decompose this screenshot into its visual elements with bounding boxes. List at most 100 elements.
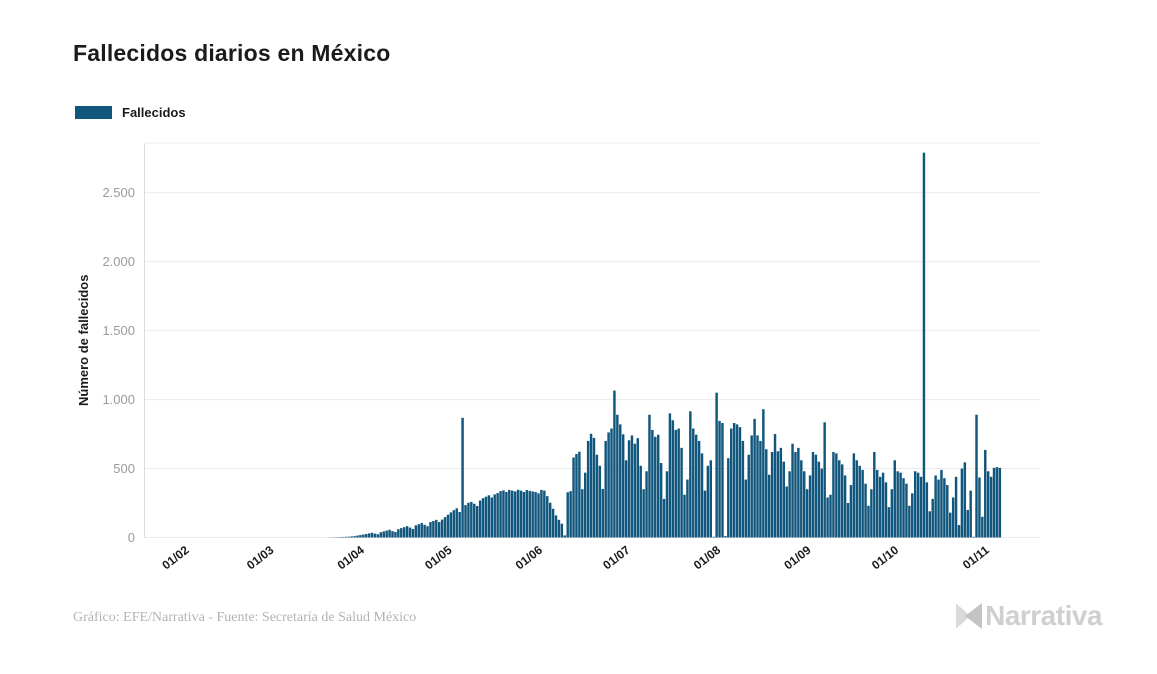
bar	[566, 492, 569, 538]
bar	[402, 527, 406, 538]
bar	[481, 498, 485, 538]
bar	[578, 451, 581, 538]
bar	[639, 465, 642, 538]
bar	[867, 505, 870, 538]
svg-text:0: 0	[128, 530, 135, 545]
bar	[505, 491, 508, 538]
bar	[405, 526, 409, 538]
bar	[686, 479, 689, 538]
bar	[683, 494, 686, 538]
bar	[817, 461, 821, 538]
bar	[645, 471, 648, 538]
bar	[803, 471, 806, 538]
bar	[665, 471, 669, 538]
bar	[513, 491, 517, 538]
bar	[616, 414, 619, 538]
bar	[426, 526, 429, 538]
svg-text:01/05: 01/05	[422, 543, 455, 573]
bar	[852, 453, 856, 538]
narrativa-logo-text: Narrativa	[985, 600, 1102, 631]
bar	[855, 460, 859, 538]
bar	[838, 460, 841, 538]
bar	[826, 497, 829, 538]
bar	[420, 523, 423, 538]
bar	[925, 482, 929, 538]
bar	[943, 478, 946, 538]
bar	[508, 489, 511, 538]
bar	[467, 502, 470, 538]
bar	[896, 471, 899, 538]
bar	[659, 463, 663, 538]
svg-text:01/11: 01/11	[960, 543, 992, 572]
bar	[400, 528, 403, 538]
bar	[528, 490, 531, 538]
chart-title: Fallecidos diarios en México	[73, 40, 391, 66]
bar	[586, 440, 590, 538]
bar	[373, 533, 377, 538]
bar	[709, 460, 713, 538]
bar	[470, 501, 473, 538]
bar	[484, 496, 488, 538]
bar	[797, 447, 800, 538]
legend-item-fallecidos[interactable]: Fallecidos	[75, 105, 186, 120]
bar	[391, 531, 394, 538]
legend-label: Fallecidos	[122, 105, 186, 120]
bar	[651, 429, 654, 538]
bar	[592, 437, 596, 538]
bar	[525, 490, 529, 538]
credit-text: Gráfico: EFE/Narrativa - Fuente: Secreta…	[73, 610, 417, 625]
bar	[534, 491, 537, 538]
bar	[598, 465, 602, 538]
bar	[362, 534, 365, 538]
bar	[928, 511, 932, 538]
bar	[671, 420, 675, 538]
bar	[452, 510, 456, 538]
bar	[876, 469, 879, 538]
bar	[960, 468, 964, 538]
bar	[636, 438, 640, 538]
bar	[963, 462, 967, 538]
bar	[922, 152, 926, 538]
bar	[394, 531, 397, 538]
bar	[946, 485, 949, 538]
svg-text:500: 500	[113, 461, 135, 476]
bar	[794, 451, 797, 538]
bar	[861, 469, 864, 538]
bar	[443, 517, 447, 538]
bar	[502, 490, 505, 538]
bar	[931, 498, 934, 538]
bar	[700, 453, 704, 538]
bar	[981, 516, 984, 538]
bar	[677, 428, 680, 538]
bar	[773, 434, 777, 538]
bar	[785, 486, 788, 538]
bar	[365, 534, 368, 538]
bar	[478, 500, 482, 538]
bar	[473, 503, 476, 538]
bar	[703, 490, 707, 538]
bar	[382, 531, 385, 538]
bar	[858, 465, 861, 538]
bar	[376, 534, 380, 538]
bar	[627, 440, 631, 538]
bar	[648, 414, 651, 538]
bar	[998, 467, 1002, 538]
bar	[913, 471, 917, 538]
bar	[613, 390, 616, 538]
bar	[548, 502, 552, 538]
bar	[680, 447, 683, 538]
bar	[744, 479, 748, 538]
bar	[832, 451, 835, 538]
bar	[569, 491, 572, 538]
bar	[619, 424, 622, 538]
bar	[388, 529, 391, 538]
narrativa-logo-icon	[956, 603, 983, 629]
bar	[893, 460, 896, 538]
bar	[511, 490, 514, 538]
bar	[689, 411, 692, 538]
bar	[584, 472, 587, 538]
bar	[843, 475, 847, 538]
bar	[601, 488, 604, 538]
bar	[359, 535, 362, 538]
bar	[706, 465, 710, 538]
